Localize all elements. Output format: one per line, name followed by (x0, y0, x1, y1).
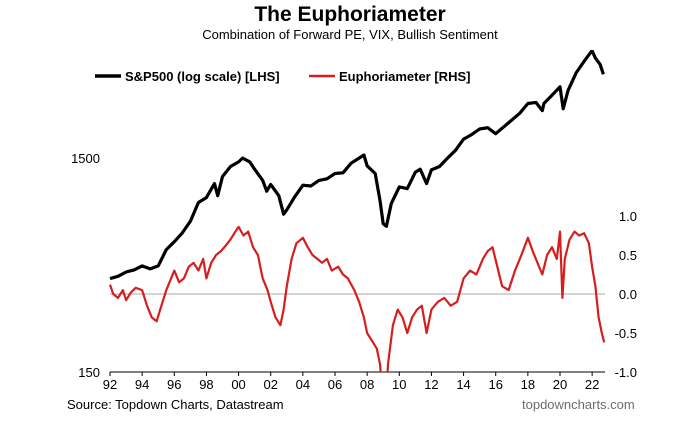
chart-title: The Euphoriameter (254, 3, 446, 26)
legend: S&P500 (log scale) [LHS] Euphoriameter [… (95, 69, 470, 84)
x-tick-label: 18 (521, 377, 535, 392)
x-tick-label: 02 (263, 377, 277, 392)
chart-subtitle: Combination of Forward PE, VIX, Bullish … (202, 27, 498, 42)
y-right-tick-label: -0.5 (615, 326, 637, 341)
axes: 92 94 96 98 00 02 04 06 08 10 12 14 16 18 20 22 150 1500 1… (71, 151, 637, 392)
y-right-tick-label: 0.5 (619, 248, 637, 263)
x-tick-label: 20 (553, 377, 567, 392)
x-tick-label: 96 (167, 377, 181, 392)
x-tick-label: 98 (199, 377, 213, 392)
x-tick-label: 14 (456, 377, 470, 392)
y-right-tick-label: 0.0 (619, 287, 637, 302)
brand-watermark: topdowncharts.com (522, 397, 635, 412)
y-left-tick-label: 150 (78, 365, 100, 380)
x-tick-label: 06 (328, 377, 342, 392)
x-tick-label: 94 (135, 377, 149, 392)
source-note: Source: Topdown Charts, Datastream (67, 397, 284, 412)
x-tick-label: 08 (360, 377, 374, 392)
y-left-tick-label: 1500 (71, 151, 100, 166)
series-group (108, 50, 606, 372)
x-tick-label: 10 (392, 377, 406, 392)
x-tick-label: 12 (424, 377, 438, 392)
x-tick-label: 92 (103, 377, 117, 392)
legend-label-sp500: S&P500 (log scale) [LHS] (125, 69, 280, 84)
euphoriameter-line (108, 225, 606, 372)
x-tick-label: 00 (231, 377, 245, 392)
x-tick-label: 22 (585, 377, 599, 392)
y-right-tick-label: 1.0 (619, 209, 637, 224)
sp500-line (109, 50, 605, 281)
y-right-tick-label: -1.0 (615, 365, 637, 380)
x-tick-label: 16 (488, 377, 502, 392)
legend-label-euphoriameter: Euphoriameter [RHS] (339, 69, 470, 84)
x-tick-label: 04 (296, 377, 310, 392)
